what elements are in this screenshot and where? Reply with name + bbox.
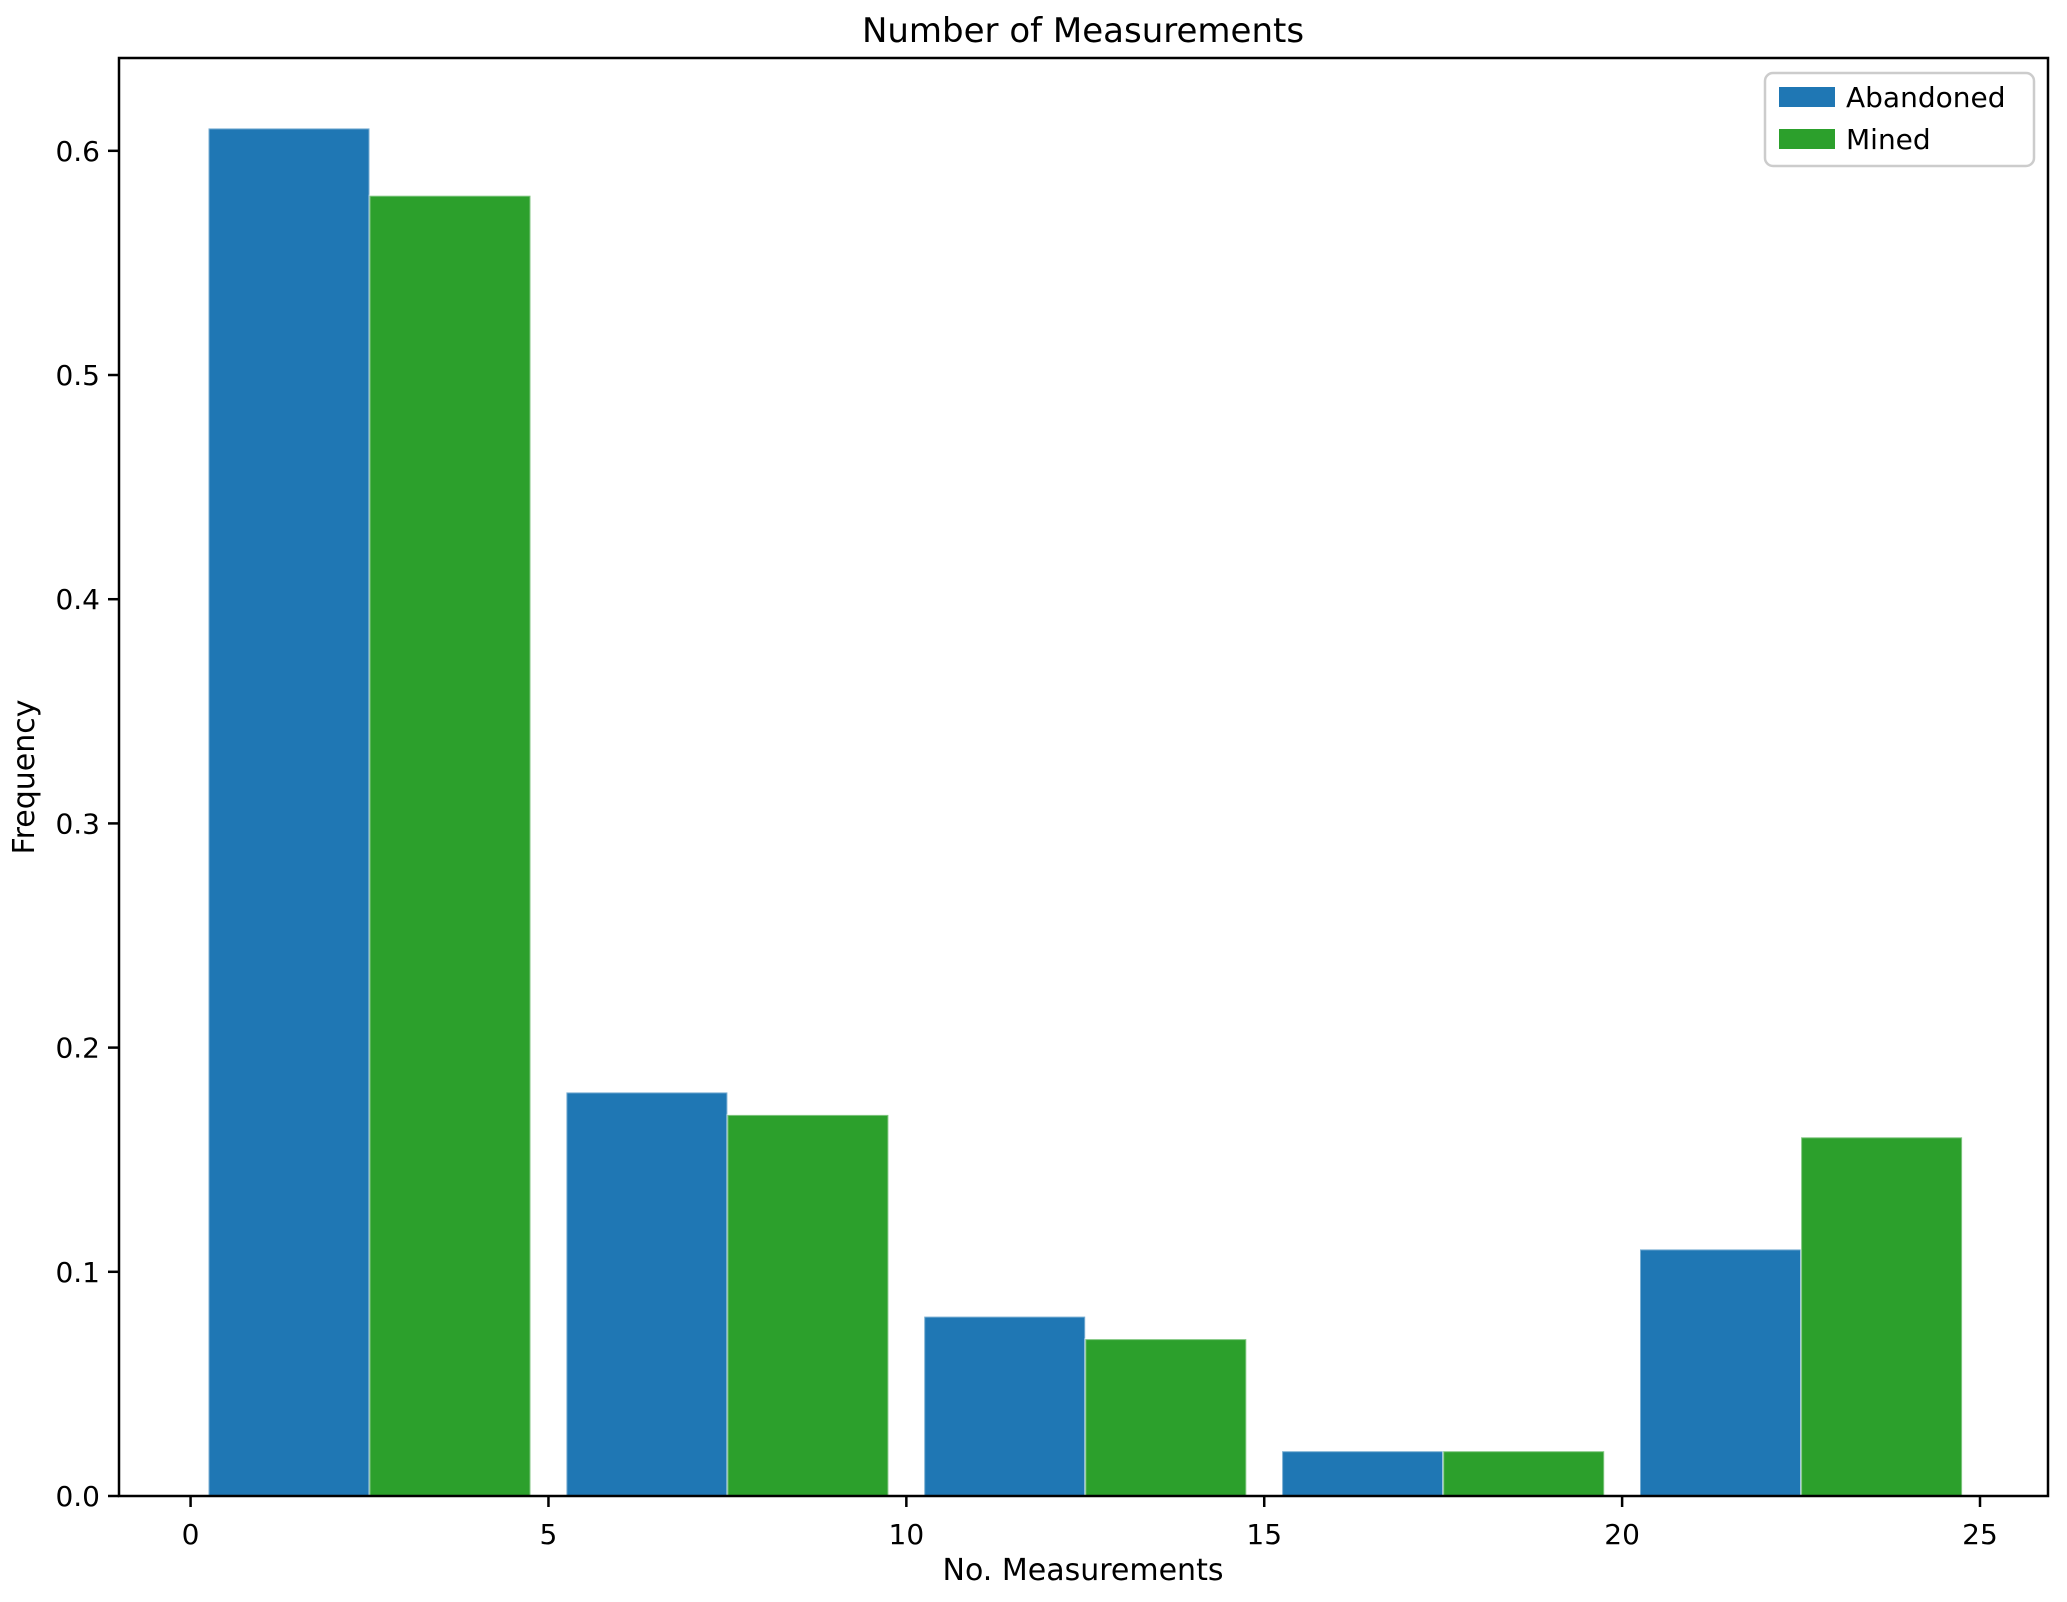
x-tick-label-10: 10: [889, 1518, 925, 1551]
y-tick-label-0.3: 0.3: [55, 807, 100, 840]
bar-mined-bin4: [1800, 1136, 1964, 1498]
bar-mined-bin3: [1442, 1450, 1606, 1497]
bars-layer: [207, 127, 1964, 1498]
bar-abandoned-bin0: [207, 127, 371, 1497]
bar-mined-bin0: [368, 194, 532, 1498]
bar-abandoned-bin4: [1639, 1248, 1802, 1498]
x-tick-label-25: 25: [1962, 1518, 1998, 1551]
y-axis-label: Frequency: [7, 700, 42, 855]
axes-layer: 0 5 10 15 20 25 0.0 0.1 0.2 0.3 0.4 0.5 0.6: [55, 56, 2050, 1551]
x-tick-label-20: 20: [1604, 1518, 1640, 1551]
y-tick-label-0.0: 0.0: [55, 1480, 100, 1513]
bar-mined-bin2: [1084, 1338, 1248, 1497]
x-tick-label-5: 5: [540, 1518, 558, 1551]
bar-abandoned-bin3: [1281, 1450, 1445, 1497]
legend-label-mined: Mined: [1846, 123, 1931, 156]
chart-title: Number of Measurements: [862, 11, 1304, 51]
legend: Abandoned Mined: [1763, 71, 2036, 168]
legend-swatch-abandoned: [1779, 87, 1835, 107]
x-tick-label-15: 15: [1246, 1518, 1282, 1551]
bar-abandoned-bin1: [565, 1091, 729, 1498]
y-tick-label-0.4: 0.4: [55, 583, 100, 616]
y-tick-label-0.2: 0.2: [55, 1032, 100, 1065]
y-tick-label-0.6: 0.6: [55, 135, 100, 168]
bar-mined-bin1: [726, 1113, 890, 1498]
bar-abandoned-bin2: [923, 1315, 1087, 1497]
x-axis-label: No. Measurements: [943, 1553, 1224, 1588]
y-tick-label-0.1: 0.1: [55, 1256, 100, 1289]
y-tick-label-0.5: 0.5: [55, 359, 100, 392]
x-tick-label-0: 0: [182, 1518, 200, 1551]
legend-swatch-mined: [1779, 129, 1835, 149]
legend-label-abandoned: Abandoned: [1846, 81, 2005, 114]
plot-border: [117, 56, 2050, 1498]
